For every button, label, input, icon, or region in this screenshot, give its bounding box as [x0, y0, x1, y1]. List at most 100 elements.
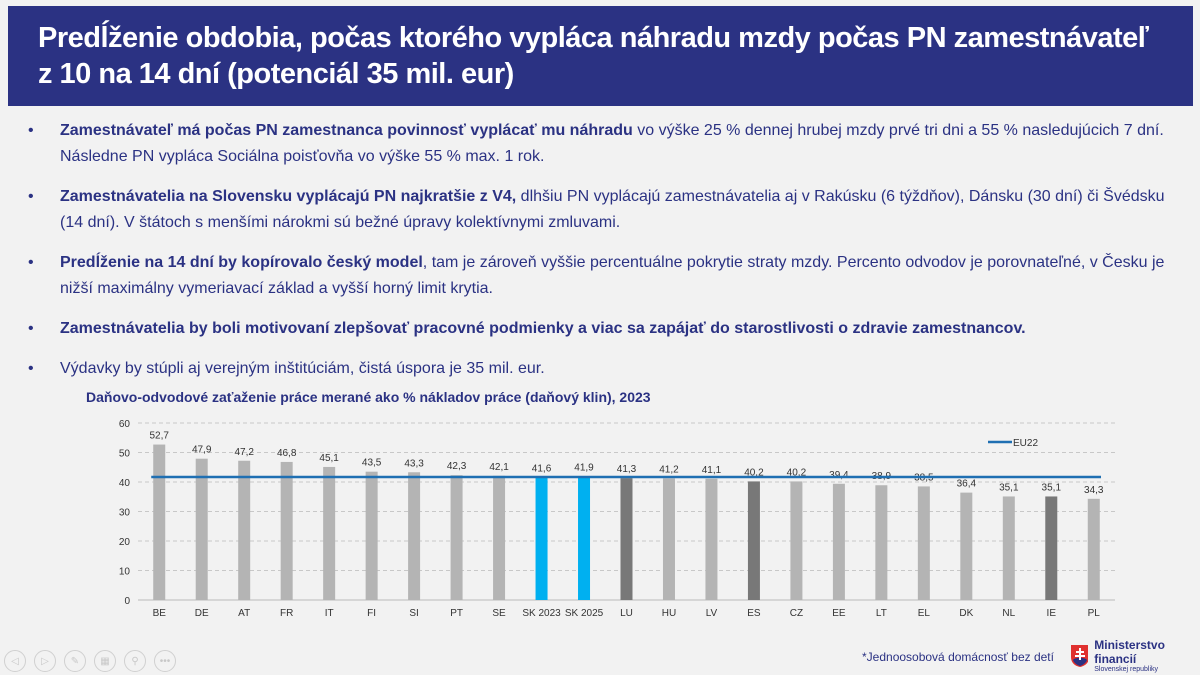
slides-icon[interactable]: ▦ — [94, 650, 116, 672]
prev-icon[interactable]: ◁ — [4, 650, 26, 672]
x-tick-label: IT — [325, 608, 334, 619]
x-tick-label: NL — [1002, 608, 1015, 619]
more-icon[interactable]: ••• — [154, 650, 176, 672]
bar-si — [408, 472, 421, 600]
data-label: 41,2 — [659, 464, 679, 475]
y-tick-label: 30 — [119, 508, 131, 519]
bar-it — [323, 466, 336, 600]
bar-sk-2023 — [535, 477, 548, 600]
bar-fi — [365, 471, 378, 600]
x-tick-label: DE — [195, 608, 209, 619]
data-label: 42,1 — [489, 462, 509, 473]
x-tick-label: ES — [747, 608, 761, 619]
bar-hu — [662, 478, 675, 600]
bullet-3: • Predĺženie na 14 dní by kopírovalo česk… — [28, 254, 1165, 297]
data-label: 46,8 — [277, 448, 297, 459]
bullet-bold: Zamestnávatelia by boli motivovaní zlepš… — [60, 320, 1026, 337]
bar-pt — [450, 475, 463, 600]
x-tick-label: LU — [620, 608, 633, 619]
chart-title: Daňovo-odvodové zaťaženie práce merané a… — [86, 389, 651, 405]
x-tick-label: FR — [280, 608, 293, 619]
data-label: 52,7 — [150, 431, 170, 442]
y-tick-label: 10 — [119, 567, 131, 578]
bar-be — [153, 444, 166, 600]
data-label: 41,3 — [617, 464, 637, 475]
y-tick-label: 20 — [119, 537, 131, 548]
bar-se — [493, 475, 506, 600]
y-tick-label: 0 — [124, 596, 130, 607]
data-label: 42,3 — [447, 461, 467, 472]
bar-dk — [960, 492, 973, 600]
x-tick-label: SE — [492, 608, 506, 619]
x-tick-label: IE — [1047, 608, 1057, 619]
bar-ee — [832, 483, 845, 600]
bar-sk-2025 — [578, 476, 591, 600]
bar-lt — [875, 485, 888, 600]
bar-ie — [1045, 496, 1058, 600]
next-icon[interactable]: ▷ — [34, 650, 56, 672]
x-tick-label: EL — [918, 608, 931, 619]
bar-at — [238, 460, 251, 600]
data-label: 36,4 — [957, 479, 977, 490]
data-label: 43,3 — [404, 458, 424, 469]
data-label: 41,1 — [702, 465, 722, 476]
data-label: 41,6 — [532, 463, 552, 474]
coat-of-arms-icon — [1071, 644, 1089, 667]
y-tick-label: 60 — [119, 419, 131, 430]
bullet-4: • Zamestnávatelia by boli motivovaní zlep… — [28, 320, 1026, 337]
x-tick-label: EE — [832, 608, 846, 619]
data-label: 47,9 — [192, 445, 212, 456]
slide-title: Predĺženie obdobia, počas ktorého vyplác… — [8, 6, 1193, 106]
x-tick-label: SI — [409, 608, 418, 619]
bar-es — [747, 481, 760, 600]
bullet-bold: Zamestnávateľ má počas PN zamestnanca po… — [60, 122, 633, 139]
bullet-5: • Výdavky by stúpli aj verejným inštitúci… — [28, 360, 545, 377]
x-tick-label: CZ — [790, 608, 803, 619]
bullet-text: vo výške 25 % dennej hrubej mzdy prvé tr… — [60, 122, 1164, 165]
data-label: 45,1 — [319, 453, 339, 464]
presentation-nav: ◁ ▷ ✎ ▦ ⚲ ••• — [4, 650, 176, 672]
bullet-text: , tam je zároveň vyššie percentuálne pok… — [60, 254, 1165, 297]
bar-el — [917, 486, 930, 600]
legend-label: EU22 — [1013, 438, 1038, 449]
bar-nl — [1002, 496, 1015, 600]
data-label: 40,2 — [787, 467, 807, 478]
logo-sub: Slovenskej republiky — [1094, 666, 1159, 673]
bullet-list: • Zamestnávateľ má počas PN zamestnanca p… — [28, 118, 1178, 396]
bar-lv — [705, 478, 718, 600]
bullet-bold: Predĺženie na 14 dní by kopírovalo český… — [60, 254, 423, 271]
x-tick-label: LV — [706, 608, 718, 619]
bar-fr — [280, 461, 293, 600]
x-tick-label: DK — [959, 608, 973, 619]
data-label: 35,1 — [1042, 482, 1062, 493]
x-tick-label: SK 2023 — [522, 608, 561, 619]
bullet-text: dlhšiu PN vyplácajú zamestnávatelia aj v… — [60, 188, 1165, 231]
data-label: 40,2 — [744, 467, 764, 478]
data-label: 43,5 — [362, 458, 382, 469]
bar-pl — [1087, 498, 1100, 600]
x-tick-label: HU — [662, 608, 676, 619]
x-tick-label: LT — [876, 608, 887, 619]
ministry-logo: Ministerstvo financií Slovenskej republik… — [1070, 638, 1200, 673]
bullet-1: • Zamestnávateľ má počas PN zamestnanca p… — [28, 122, 1164, 165]
data-label: 39,4 — [829, 470, 849, 481]
data-label: 47,2 — [234, 447, 254, 458]
data-label: 35,1 — [999, 482, 1019, 493]
x-tick-label: FI — [367, 608, 376, 619]
bar-cz — [790, 481, 803, 600]
y-tick-label: 50 — [119, 449, 131, 460]
x-tick-label: PT — [450, 608, 463, 619]
x-tick-label: PL — [1088, 608, 1101, 619]
bullet-text: Výdavky by stúpli aj verejným inštitúciá… — [60, 360, 545, 377]
logo-name: Ministerstvo financií — [1094, 638, 1165, 666]
bar-de — [195, 458, 208, 600]
pen-icon[interactable]: ✎ — [64, 650, 86, 672]
bullet-bold: Zamestnávatelia na Slovensku vyplácajú P… — [60, 188, 517, 205]
bullet-2: • Zamestnávatelia na Slovensku vyplácajú … — [28, 188, 1165, 231]
data-label: 41,9 — [574, 462, 594, 473]
y-tick-label: 40 — [119, 478, 131, 489]
data-label: 34,3 — [1084, 485, 1104, 496]
bar-lu — [620, 478, 633, 600]
footnote: *Jednoosobová domácnosť bez detí — [862, 650, 1054, 664]
zoom-icon[interactable]: ⚲ — [124, 650, 146, 672]
